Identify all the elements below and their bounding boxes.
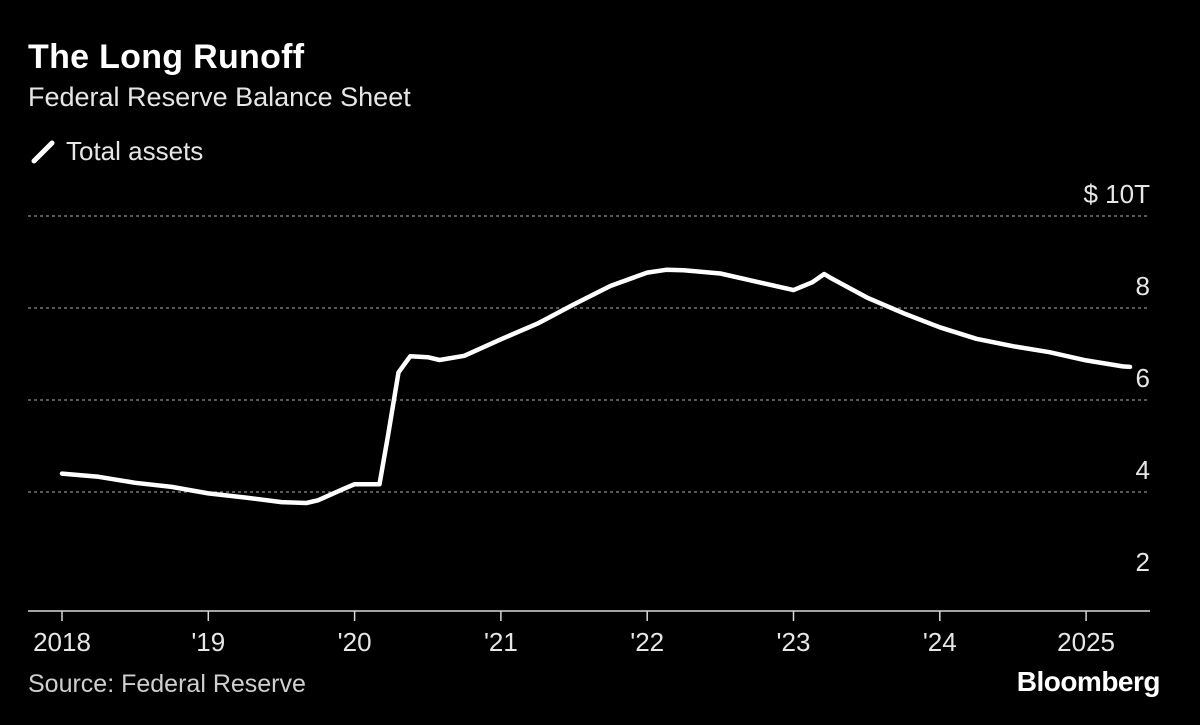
x-tick-label: 2018 bbox=[33, 627, 91, 657]
gridlines bbox=[28, 215, 1150, 493]
x-tick-label: '19 bbox=[191, 627, 225, 657]
x-tick-label: '22 bbox=[630, 627, 664, 657]
chart-title: The Long Runoff bbox=[28, 38, 305, 76]
x-tick-label: '21 bbox=[484, 627, 518, 657]
bloomberg-logo: Bloomberg bbox=[1016, 666, 1161, 697]
y-tick-label: 2 bbox=[1136, 547, 1150, 577]
x-tick-label: '23 bbox=[777, 627, 811, 657]
y-tick-label: $ 10T bbox=[1084, 179, 1151, 209]
y-tick-label: 8 bbox=[1136, 271, 1150, 301]
x-tick-label: 2025 bbox=[1057, 627, 1115, 657]
y-tick-label: 6 bbox=[1136, 363, 1150, 393]
legend-label: Total assets bbox=[66, 136, 204, 166]
series-layer bbox=[59, 267, 1133, 506]
x-axis: 2018 '19 '20 '21 '22 '23 '24 2025 bbox=[28, 610, 1150, 657]
y-tick-label: 4 bbox=[1136, 455, 1150, 485]
legend-line-icon bbox=[31, 140, 55, 163]
series-line-total-assets bbox=[59, 267, 1133, 506]
source-note: Source: Federal Reserve bbox=[28, 670, 306, 698]
x-tick-label: '24 bbox=[923, 627, 957, 657]
legend: Total assets bbox=[30, 136, 203, 167]
y-axis: $ 10T 8 6 4 2 bbox=[1084, 179, 1151, 577]
x-tick-label: '20 bbox=[338, 627, 372, 657]
chart-subtitle: Federal Reserve Balance Sheet bbox=[28, 82, 411, 112]
